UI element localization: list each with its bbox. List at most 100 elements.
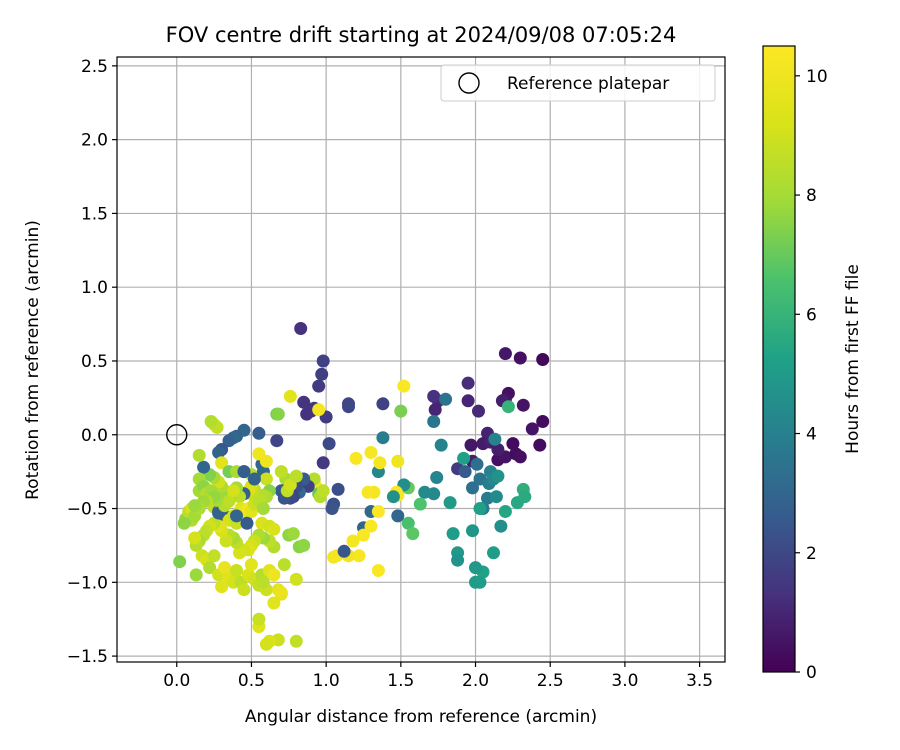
data-point bbox=[189, 568, 203, 582]
colorbar-gradient bbox=[762, 45, 796, 673]
y-tick-label: 2.5 bbox=[81, 57, 108, 77]
data-point bbox=[352, 549, 366, 563]
data-point bbox=[188, 499, 202, 513]
data-point bbox=[488, 432, 502, 446]
data-point bbox=[289, 634, 303, 648]
data-point bbox=[230, 509, 243, 523]
data-point bbox=[446, 527, 460, 541]
data-point bbox=[315, 367, 329, 381]
data-point bbox=[376, 431, 390, 445]
data-point bbox=[312, 403, 326, 417]
data-point bbox=[470, 457, 484, 471]
data-point bbox=[364, 519, 378, 533]
data-point bbox=[215, 580, 229, 594]
y-axis-label: Rotation from reference (arcmin) bbox=[23, 220, 43, 500]
legend-entry-reference-platepar: Reference platepar bbox=[507, 74, 669, 94]
data-point bbox=[222, 494, 236, 508]
y-tick-label: 0.0 bbox=[81, 426, 108, 446]
data-point bbox=[327, 550, 341, 564]
data-point bbox=[207, 549, 221, 563]
x-tick-label: 3.0 bbox=[611, 671, 638, 691]
reference-point bbox=[166, 424, 188, 446]
colorbar-label: Hours from first FF file bbox=[843, 264, 863, 454]
data-point bbox=[337, 544, 351, 558]
data-point bbox=[267, 596, 281, 610]
data-point bbox=[316, 354, 330, 368]
legend-box bbox=[440, 64, 716, 102]
data-point bbox=[536, 353, 550, 366]
data-point bbox=[256, 575, 270, 589]
data-point bbox=[270, 434, 284, 448]
data-point bbox=[259, 472, 273, 486]
data-point bbox=[177, 516, 191, 530]
data-point bbox=[466, 524, 479, 538]
y-tick-label: 0.5 bbox=[81, 352, 108, 372]
x-tick-label: 0.0 bbox=[163, 671, 190, 691]
data-point bbox=[489, 490, 503, 504]
data-point bbox=[439, 392, 453, 406]
data-point bbox=[401, 516, 415, 530]
y-axis-ticks: −1.5 −1.0 −0.5 0.0 0.5 1.0 1.5 2.0 2.5 bbox=[67, 57, 117, 667]
data-point bbox=[498, 505, 512, 518]
data-point bbox=[361, 485, 375, 499]
data-point bbox=[289, 572, 303, 586]
data-point bbox=[406, 527, 420, 541]
data-point bbox=[212, 446, 226, 459]
data-point bbox=[498, 347, 512, 361]
data-point bbox=[267, 522, 281, 536]
data-point bbox=[494, 519, 508, 533]
data-point bbox=[469, 561, 482, 575]
data-point bbox=[464, 438, 478, 452]
x-tick-label: 3.5 bbox=[686, 671, 713, 691]
data-point bbox=[413, 497, 427, 511]
data-point bbox=[267, 568, 281, 582]
legend: Reference platepar bbox=[440, 64, 716, 102]
data-point bbox=[188, 531, 202, 545]
data-point bbox=[286, 527, 300, 541]
data-point bbox=[391, 509, 405, 523]
data-point bbox=[312, 379, 326, 393]
data-point bbox=[430, 471, 444, 484]
data-point bbox=[371, 564, 385, 577]
chart-title: FOV centre drift starting at 2024/09/08 … bbox=[166, 23, 677, 47]
data-point bbox=[331, 482, 345, 496]
data-point bbox=[322, 437, 336, 451]
y-tick-label: 1.0 bbox=[81, 278, 108, 298]
data-point bbox=[274, 465, 288, 479]
data-point bbox=[247, 472, 261, 486]
x-tick-label: 2.5 bbox=[537, 671, 564, 691]
colorbar-ticks: 0 2 4 6 8 10 bbox=[795, 67, 828, 683]
data-point bbox=[271, 407, 285, 421]
data-point bbox=[173, 555, 187, 569]
colorbar-tick-label: 6 bbox=[806, 305, 817, 325]
data-point bbox=[518, 490, 532, 504]
data-point bbox=[215, 456, 229, 470]
x-axis-ticks: 0.0 0.5 1.0 1.5 2.0 2.5 3.0 3.5 bbox=[163, 662, 713, 691]
data-points bbox=[173, 322, 550, 651]
data-point bbox=[230, 564, 243, 577]
y-tick-label: −0.5 bbox=[67, 500, 108, 520]
data-point bbox=[204, 415, 218, 428]
colorbar-tick-label: 0 bbox=[806, 663, 817, 683]
data-point bbox=[364, 446, 378, 459]
data-point bbox=[397, 379, 411, 393]
data-point bbox=[428, 403, 442, 417]
data-point bbox=[325, 502, 339, 515]
data-point bbox=[434, 438, 448, 452]
x-tick-label: 1.5 bbox=[387, 671, 414, 691]
data-point bbox=[252, 426, 266, 440]
data-point bbox=[283, 389, 297, 403]
x-axis-label: Angular distance from reference (arcmin) bbox=[245, 707, 597, 727]
data-point bbox=[259, 637, 273, 651]
data-point bbox=[427, 415, 441, 428]
data-point bbox=[427, 389, 441, 403]
data-point bbox=[371, 505, 385, 518]
data-point bbox=[357, 528, 370, 542]
data-point bbox=[237, 465, 251, 479]
data-point bbox=[457, 451, 471, 465]
y-tick-label: −1.0 bbox=[67, 573, 108, 593]
colorbar: 0 2 4 6 8 10 Hours from first FF file bbox=[762, 45, 863, 683]
data-point bbox=[473, 502, 487, 515]
data-point bbox=[294, 322, 308, 335]
data-point bbox=[316, 456, 330, 470]
